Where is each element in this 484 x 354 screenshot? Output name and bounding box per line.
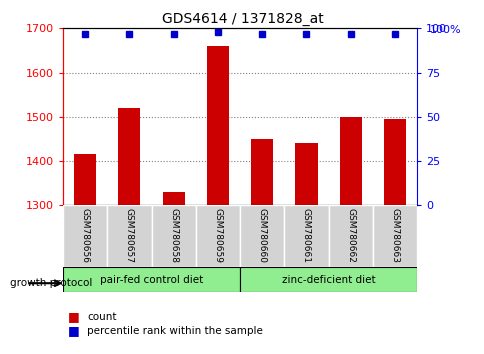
Bar	[328, 205, 372, 267]
Bar	[162, 192, 184, 205]
Text: GSM780657: GSM780657	[125, 209, 134, 263]
Bar	[74, 154, 96, 205]
Bar	[251, 139, 272, 205]
Text: GSM780658: GSM780658	[169, 209, 178, 263]
Bar	[295, 143, 317, 205]
Bar	[339, 117, 361, 205]
Bar	[151, 205, 196, 267]
Bar	[207, 46, 228, 205]
Text: GSM780660: GSM780660	[257, 209, 266, 263]
Text: GDS4614 / 1371828_at: GDS4614 / 1371828_at	[161, 12, 323, 27]
Bar	[63, 267, 240, 292]
Text: GSM780659: GSM780659	[213, 209, 222, 263]
Y-axis label: 100%: 100%	[429, 25, 460, 35]
Text: GSM780663: GSM780663	[390, 209, 399, 263]
Bar	[107, 205, 151, 267]
Bar	[196, 205, 240, 267]
Text: zinc-deficient diet: zinc-deficient diet	[281, 275, 375, 285]
Text: growth protocol: growth protocol	[10, 278, 92, 288]
Text: percentile rank within the sample: percentile rank within the sample	[87, 326, 263, 336]
Text: ■: ■	[68, 325, 79, 337]
Text: ■: ■	[68, 310, 79, 323]
Text: GSM780662: GSM780662	[346, 209, 354, 263]
Bar	[372, 205, 416, 267]
Bar	[240, 205, 284, 267]
Text: pair-fed control diet: pair-fed control diet	[100, 275, 203, 285]
Bar	[284, 205, 328, 267]
Bar	[118, 108, 140, 205]
Text: count: count	[87, 312, 117, 322]
Bar	[383, 119, 405, 205]
Bar	[63, 205, 107, 267]
Text: GSM780656: GSM780656	[80, 209, 90, 263]
Text: GSM780661: GSM780661	[302, 209, 310, 263]
Bar	[240, 267, 416, 292]
